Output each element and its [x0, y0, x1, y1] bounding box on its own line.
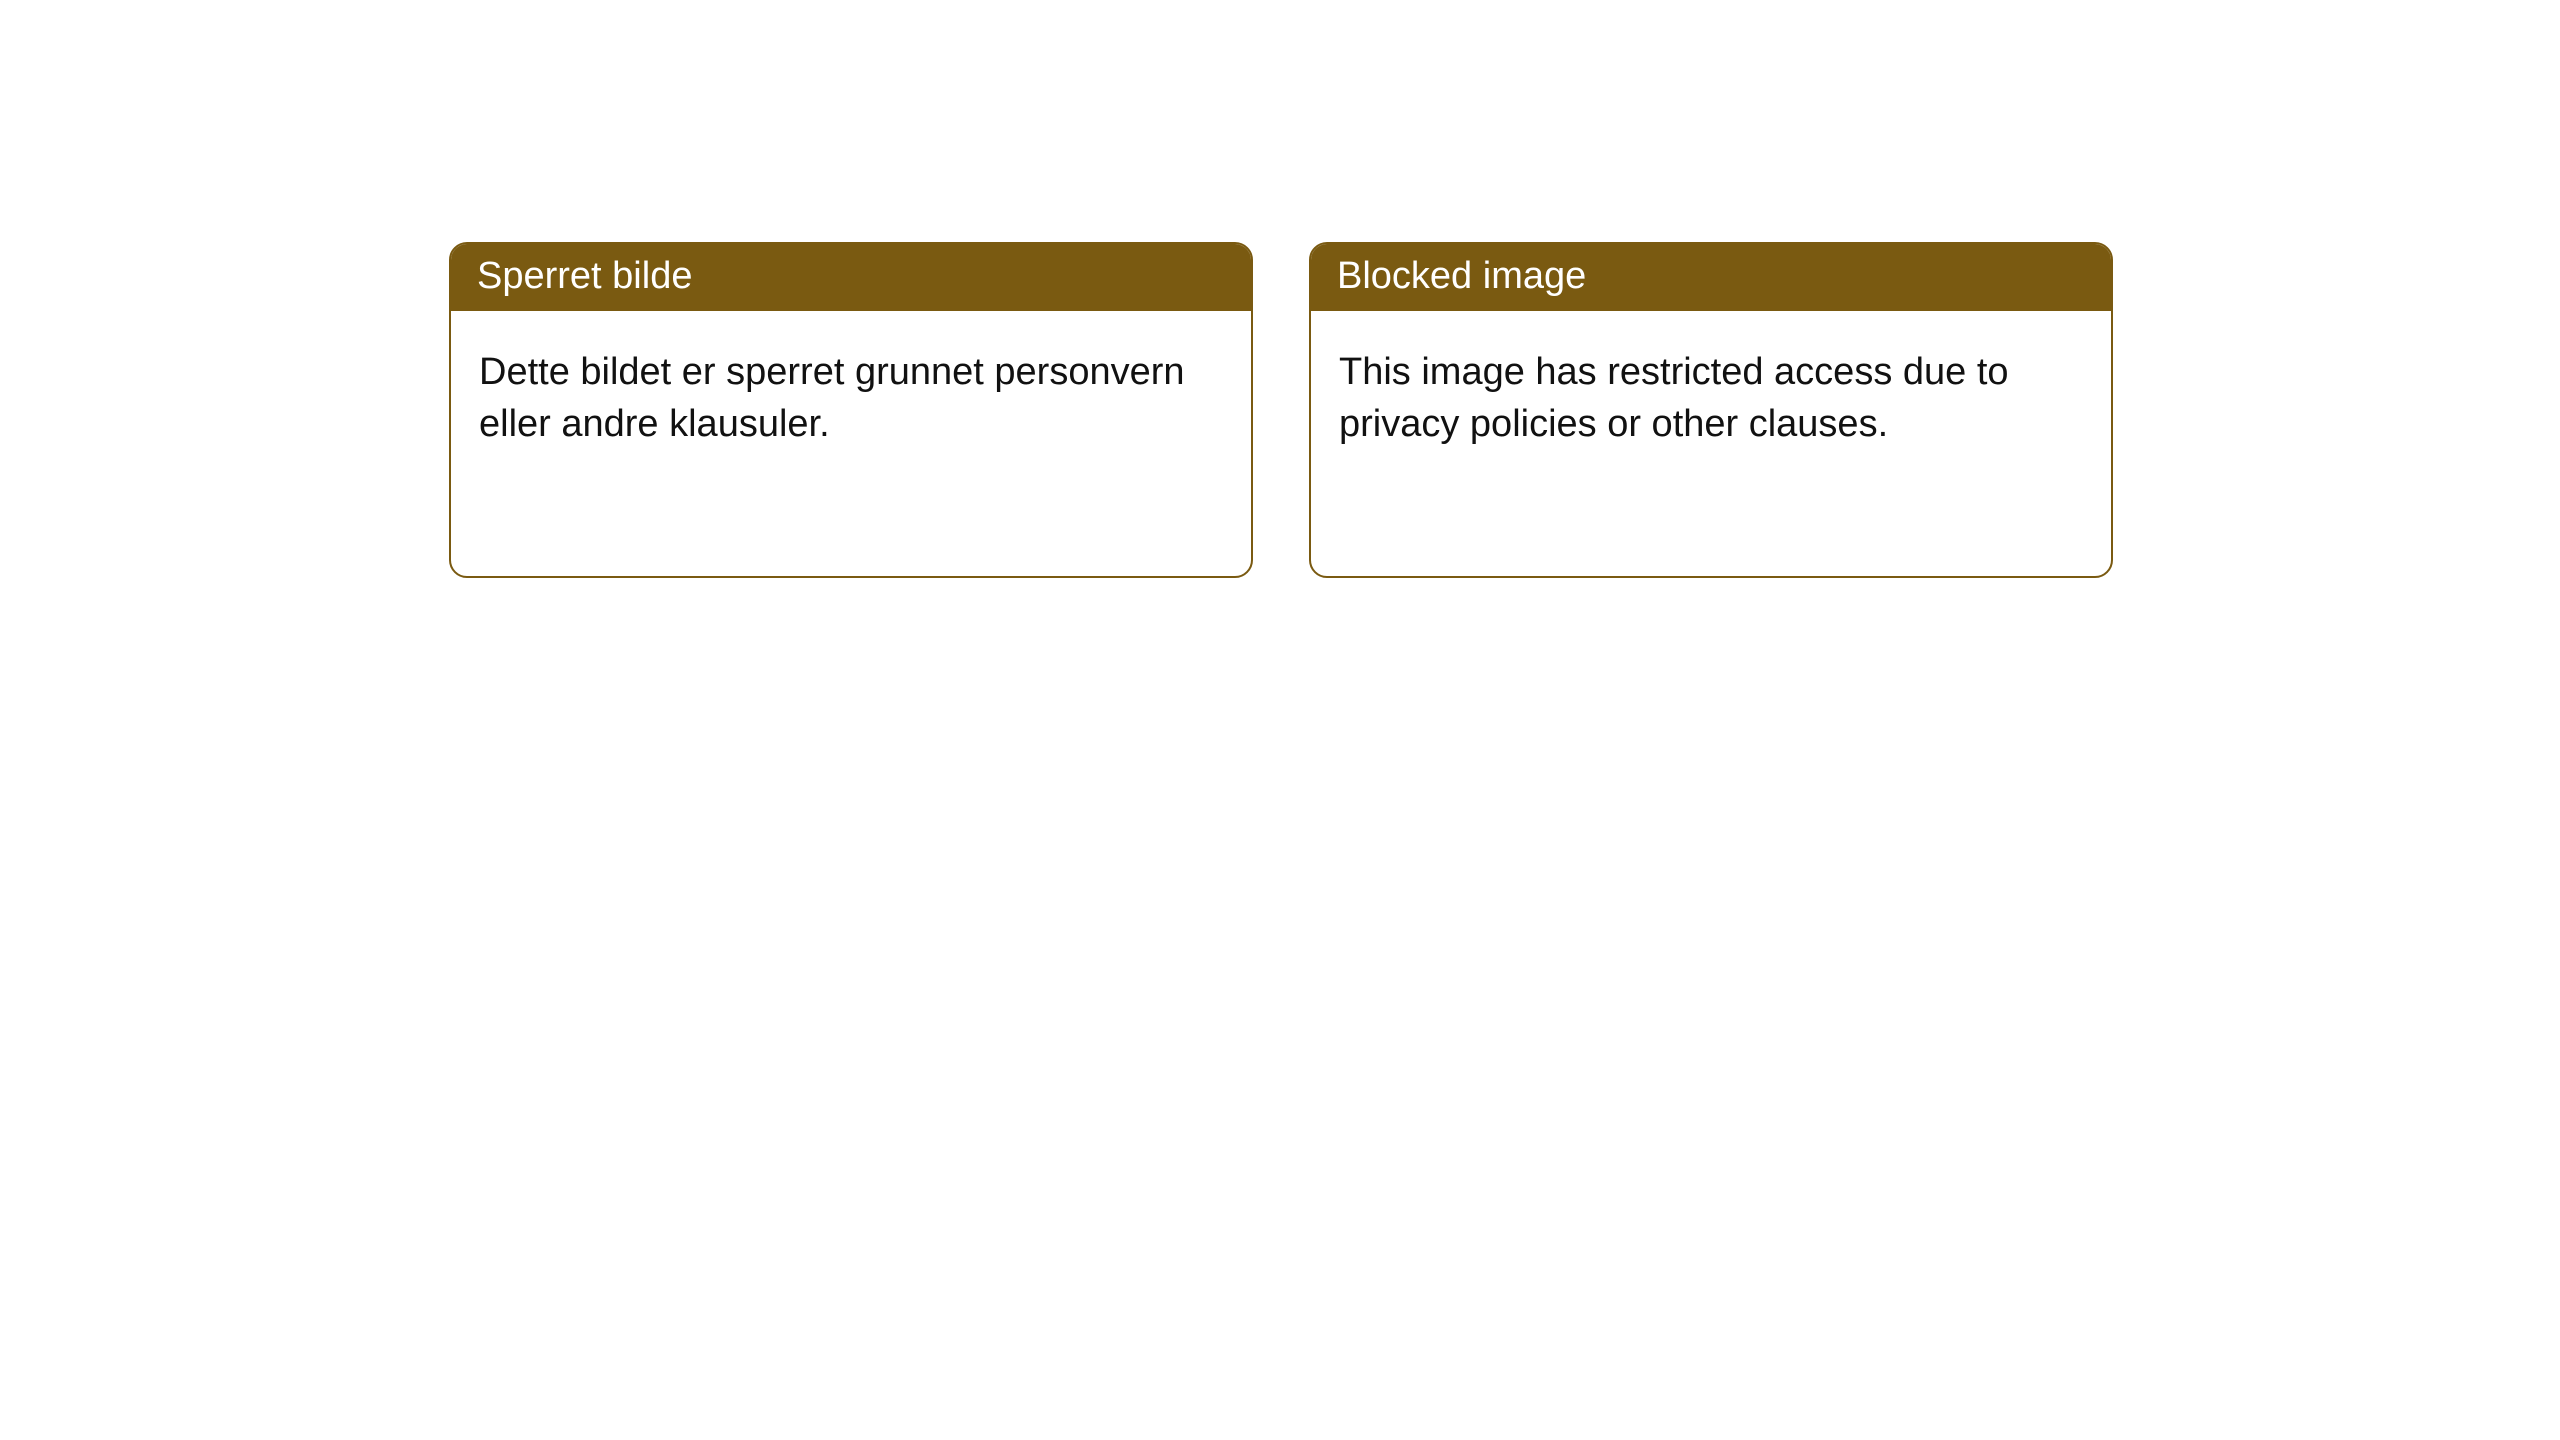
blocked-image-card-en: Blocked image This image has restricted …: [1309, 242, 2113, 578]
card-body-no: Dette bildet er sperret grunnet personve…: [451, 311, 1251, 478]
card-body-en: This image has restricted access due to …: [1311, 311, 2111, 478]
card-title-en: Blocked image: [1311, 244, 2111, 311]
card-title-no: Sperret bilde: [451, 244, 1251, 311]
notice-container: Sperret bilde Dette bildet er sperret gr…: [449, 242, 2113, 578]
blocked-image-card-no: Sperret bilde Dette bildet er sperret gr…: [449, 242, 1253, 578]
